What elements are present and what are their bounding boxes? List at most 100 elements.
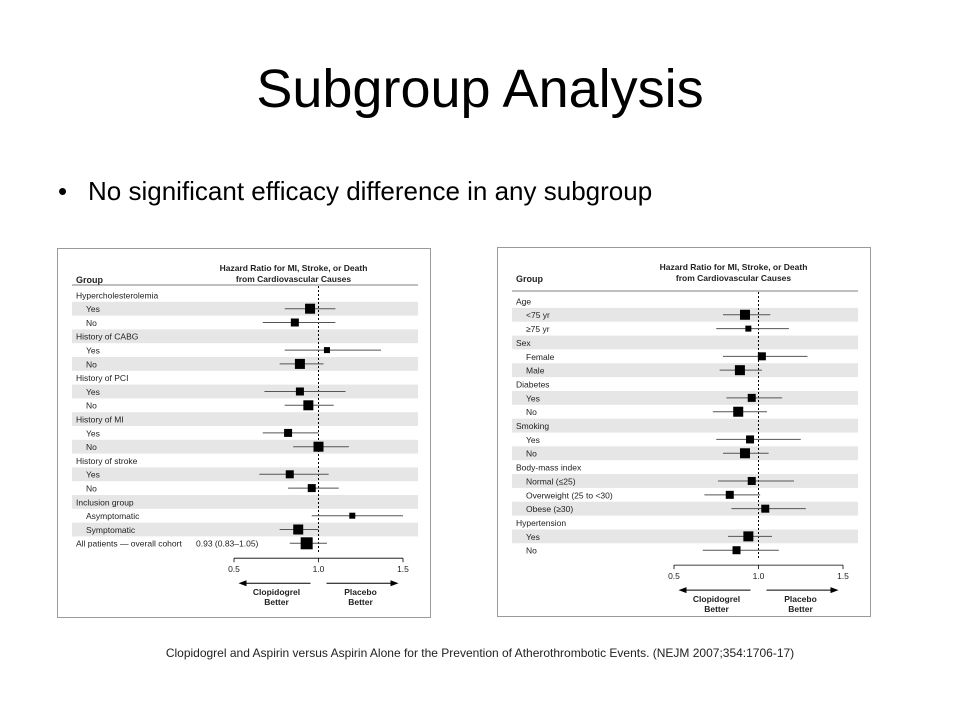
forest-plot-left: Group Hazard Ratio for MI, Stroke, or Dea…: [57, 248, 431, 618]
hazard-ratio-marker: [300, 537, 313, 550]
direction-label-left: Clopidogrel: [693, 594, 740, 604]
row-heading-label: Diabetes: [516, 379, 550, 389]
row-band: [72, 357, 418, 371]
direction-label-right: Better: [348, 597, 373, 607]
row-heading-label: History of stroke: [76, 456, 138, 466]
plot-title-line1: Hazard Ratio for MI, Stroke, or Death: [660, 262, 808, 272]
hazard-ratio-marker: [747, 476, 756, 485]
row-band: [512, 446, 858, 461]
row-label: Male: [526, 366, 545, 376]
hazard-ratio-marker: [733, 406, 744, 417]
row-band: [72, 301, 418, 316]
row-label: No: [86, 359, 97, 369]
row-label: Yes: [86, 470, 100, 480]
hazard-ratio-marker: [284, 428, 293, 437]
right-arrow-head: [830, 587, 839, 594]
direction-label-right: Placebo: [784, 594, 817, 604]
row-band: [512, 501, 858, 516]
row-label: No: [86, 442, 97, 452]
row-label: No: [86, 401, 97, 411]
row-label: No: [526, 407, 537, 417]
x-tick-label: 1.0: [753, 571, 765, 581]
group-column-header: Group: [76, 275, 103, 285]
hazard-ratio-marker: [739, 309, 750, 320]
hazard-ratio-marker: [285, 470, 294, 479]
direction-label-left: Better: [704, 604, 729, 614]
row-band: [72, 412, 418, 426]
row-label: Overweight (25 to <30): [526, 490, 613, 500]
row-heading-label: Hypercholesterolemia: [76, 290, 158, 300]
row-label: Yes: [86, 346, 100, 356]
row-label: No: [86, 484, 97, 494]
row-heading-label: History of CABG: [76, 332, 138, 342]
row-band: [512, 474, 858, 488]
row-heading-label: Sex: [516, 338, 531, 348]
hazard-ratio-marker: [761, 504, 770, 513]
row-label: Normal (≤25): [526, 476, 576, 486]
hazard-ratio-marker: [743, 531, 754, 542]
plot-title-line1: Hazard Ratio for MI, Stroke, or Death: [220, 263, 368, 273]
forest-plot-right: Group Hazard Ratio for MI, Stroke, or Dea…: [497, 247, 871, 617]
row-band: [512, 307, 858, 322]
plot-title-line2: from Cardiovascular Causes: [676, 273, 792, 283]
row-label: All patients — overall cohort: [76, 539, 182, 549]
hazard-ratio-marker: [307, 484, 316, 493]
row-label: <75 yr: [526, 310, 550, 320]
row-label: No: [526, 449, 537, 459]
hazard-ratio-marker: [305, 303, 316, 314]
row-heading-label: Body-mass index: [516, 463, 582, 473]
forest-plot-right-svg: Group Hazard Ratio for MI, Stroke, or Dea…: [512, 262, 858, 614]
row-label: Yes: [526, 393, 540, 403]
row-label: Yes: [86, 304, 100, 314]
hazard-ratio-marker: [747, 393, 756, 402]
row-label: ≥75 yr: [526, 324, 550, 334]
row-label: No: [86, 318, 97, 328]
row-heading-label: Smoking: [516, 421, 549, 431]
direction-label-left: Better: [264, 597, 289, 607]
bullet-text: No significant efficacy difference in an…: [88, 176, 653, 206]
hazard-ratio-marker: [732, 546, 741, 555]
plot-title-line2: from Cardiovascular Causes: [236, 274, 352, 284]
hazard-ratio-marker: [745, 325, 752, 332]
row-label: No: [526, 546, 537, 556]
direction-label-right: Better: [788, 604, 813, 614]
x-tick-label: 0.5: [668, 571, 680, 581]
direction-label-left: Clopidogrel: [253, 587, 300, 597]
row-heading-label: History of MI: [76, 415, 124, 425]
hazard-ratio-marker: [303, 400, 314, 411]
row-label: Yes: [526, 532, 540, 542]
row-label: Yes: [526, 435, 540, 445]
row-heading-label: History of PCI: [76, 373, 128, 383]
hazard-ratio-marker: [323, 347, 330, 354]
row-band: [512, 363, 858, 378]
overall-value-label: 0.93 (0.83–1.05): [196, 539, 259, 549]
bullet-dot: •: [58, 176, 68, 206]
row-heading-label: Hypertension: [516, 518, 566, 528]
row-band: [72, 522, 418, 537]
row-heading-label: Age: [516, 296, 531, 306]
x-tick-label: 1.5: [397, 564, 409, 574]
hazard-ratio-marker: [295, 387, 304, 396]
row-band: [512, 418, 858, 433]
x-tick-label: 0.5: [228, 564, 240, 574]
direction-label-right: Placebo: [344, 587, 377, 597]
hazard-ratio-marker: [734, 365, 745, 376]
row-label: Symptomatic: [86, 525, 136, 535]
hazard-ratio-marker: [746, 435, 755, 444]
left-arrow-head: [678, 587, 687, 594]
right-arrow-head: [390, 580, 399, 587]
hazard-ratio-marker: [293, 524, 304, 535]
row-band: [512, 390, 858, 405]
row-label: Yes: [86, 387, 100, 397]
citation: Clopidogrel and Aspirin versus Aspirin A…: [165, 646, 795, 660]
row-label: Obese (≥30): [526, 504, 573, 514]
hazard-ratio-marker: [313, 441, 324, 452]
hazard-ratio-marker: [757, 352, 766, 361]
row-band: [512, 335, 858, 350]
hazard-ratio-marker: [349, 512, 356, 519]
row-band: [72, 384, 418, 399]
row-heading-label: Inclusion group: [76, 497, 134, 507]
row-label: Female: [526, 352, 555, 362]
hazard-ratio-marker: [739, 448, 750, 459]
hazard-ratio-marker: [290, 318, 299, 327]
